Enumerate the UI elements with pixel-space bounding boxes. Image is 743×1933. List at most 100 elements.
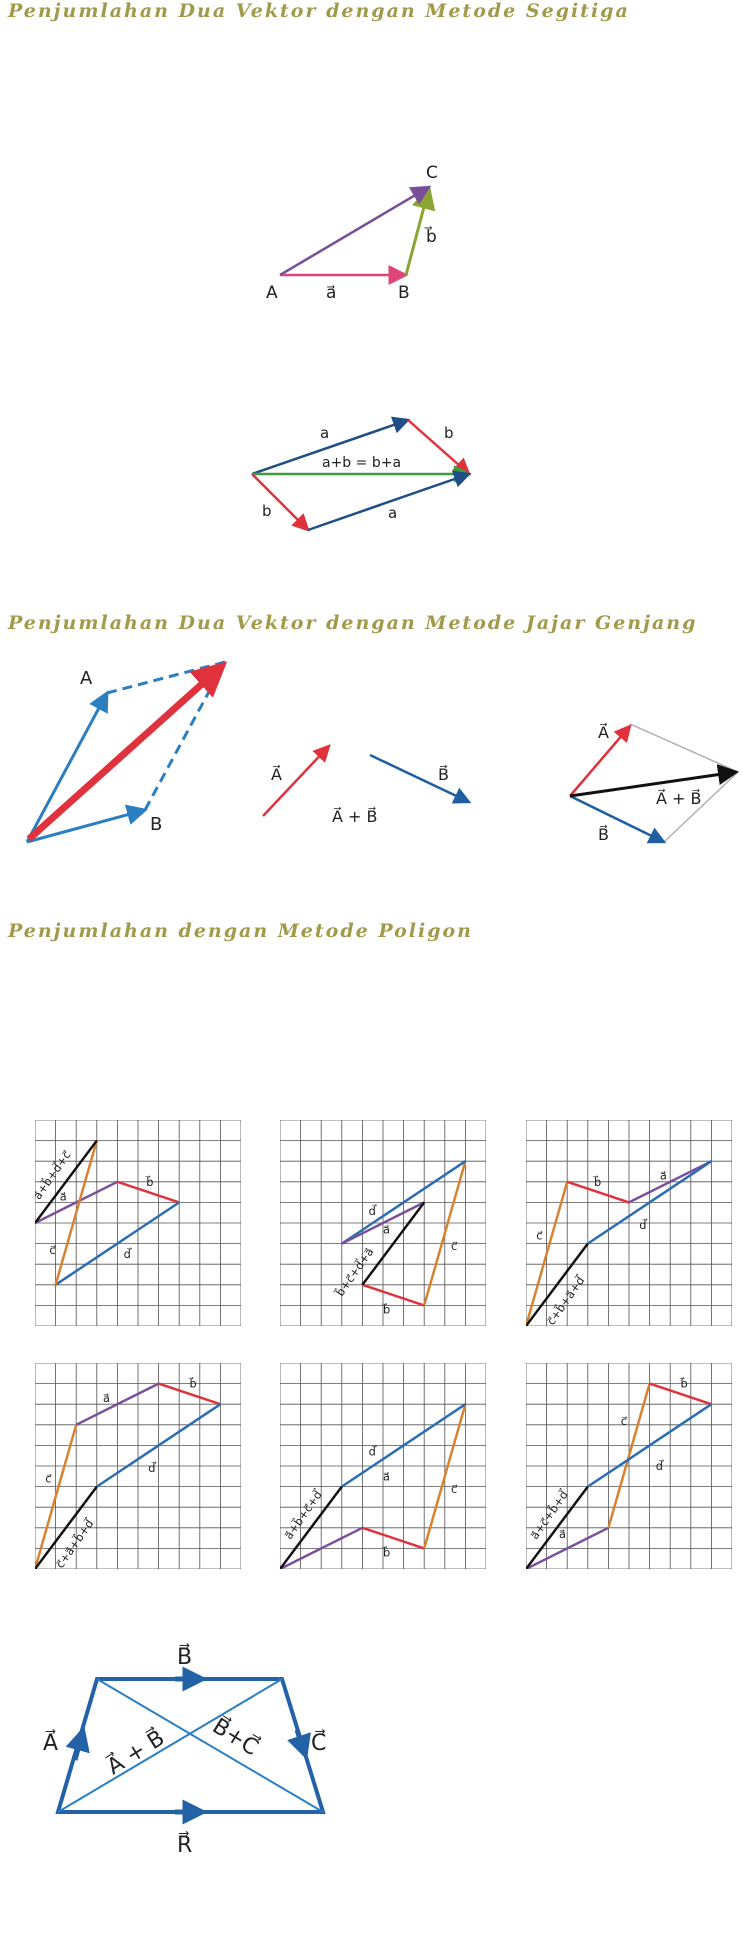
vector-sum: [35, 1139, 98, 1224]
label-bottom-b: b: [262, 502, 272, 520]
dashed-right: [143, 661, 227, 811]
label-bottom-a: a: [388, 504, 397, 522]
commutative-figure: a b a+b = b+a b a: [251, 416, 472, 532]
vector-sum: [526, 1485, 589, 1569]
grid-figure-2: b⃗+c⃗+d⃗+a⃗ a⃗ b⃗ c⃗ d⃗: [280, 1120, 486, 1326]
label-b: b⃗: [592, 1175, 601, 1189]
label-d: d⃗: [656, 1459, 664, 1473]
arrow-a: [65, 1725, 90, 1761]
arrow-c: [287, 1729, 311, 1760]
label-sum: c⃗+a⃗+b⃗+d⃗: [53, 1516, 97, 1569]
label-c: c⃗: [621, 1414, 628, 1428]
label-c: c⃗: [536, 1228, 543, 1242]
vector-b: [362, 1283, 425, 1307]
vector-a: [25, 690, 109, 843]
label-b: b⃗: [381, 1546, 390, 1560]
grid-figure-4: c⃗+a⃗+b⃗+d⃗ a⃗ b⃗ c⃗ d⃗: [35, 1363, 241, 1569]
label-d: d⃗: [148, 1461, 156, 1475]
vector-c: [54, 1140, 98, 1286]
label-a: A: [80, 668, 93, 689]
label-equation: a+b = b+a: [322, 455, 401, 471]
grid-lines: [280, 1363, 486, 1569]
vector-a: [280, 1526, 363, 1569]
label-c: C⃗: [311, 1729, 326, 1756]
vector-d: [341, 1160, 467, 1245]
label-a: a⃗: [383, 1469, 390, 1483]
vector-d: [341, 1403, 467, 1488]
label-a: a⃗: [559, 1527, 566, 1541]
section-title-triangle: Penjumlahan Dua Vektor dengan Metode Seg…: [8, 0, 630, 22]
vector-b: [569, 794, 667, 844]
vector-sum: [35, 1485, 98, 1569]
section-title-parallelogram: Penjumlahan Dua Vektor dengan Metode Jaj…: [8, 612, 698, 634]
label-sum: a⃗+b⃗+d⃗+c⃗: [35, 1148, 74, 1202]
vector-d: [54, 1201, 180, 1286]
vector-b-top: [407, 419, 471, 476]
grid-figure-6: a⃗+c⃗+b⃗+d⃗ a⃗ b⃗ c⃗ d⃗: [526, 1363, 732, 1569]
grid-figure-5: a⃗+b⃗+c⃗+d⃗ a⃗ b⃗ c⃗ d⃗: [280, 1363, 486, 1569]
parallelogram-figure-c: A⃗ A⃗ + B⃗ B⃗: [569, 722, 739, 844]
vector-a-bottom: [307, 470, 472, 532]
diagonal-ab: [57, 1678, 283, 1813]
parallelogram-figure-a: A B: [25, 660, 228, 844]
vector-b: [362, 1526, 425, 1550]
label-a: a⃗: [660, 1169, 667, 1183]
label-sum: a⃗+b⃗+c⃗+d⃗: [281, 1487, 325, 1542]
resultant-arrow: [279, 185, 432, 277]
label-sum: A⃗ + B⃗: [656, 788, 702, 808]
label-b: B⃗: [177, 1643, 192, 1670]
vector-a: [569, 724, 632, 797]
triangle-method-figure: A a⃗ B C b⃗: [266, 163, 438, 303]
label-c: c⃗: [45, 1471, 52, 1485]
vector-sum: [280, 1485, 343, 1569]
label-vector-b: b⃗: [425, 225, 437, 247]
grid-figure-1: a⃗+b⃗+d⃗+c⃗ a⃗ b⃗ c⃗ d⃗: [35, 1120, 241, 1326]
vector-a: [526, 1526, 609, 1569]
label-a-plus-b: A⃗ + B⃗: [102, 1724, 169, 1780]
label-a: a⃗: [103, 1391, 110, 1405]
label-b: b⃗: [679, 1377, 688, 1391]
vector-d: [587, 1403, 713, 1488]
grid-figure-3: c⃗+b⃗+a⃗+d⃗ a⃗ b⃗ c⃗ d⃗: [526, 1120, 732, 1326]
grid-lines: [526, 1363, 732, 1569]
label-point-c: C: [426, 163, 438, 183]
vector-c: [423, 1160, 467, 1306]
vector-a: [341, 1201, 425, 1245]
vector-a: [75, 1382, 160, 1426]
resultant-arrow: [569, 764, 739, 798]
label-c: c⃗: [451, 1482, 458, 1496]
label-b: B⃗: [598, 824, 609, 844]
vector-c: [526, 1181, 569, 1326]
grid-lines: [526, 1120, 732, 1326]
label-a: A⃗: [271, 764, 282, 784]
resultant-arrow: [26, 661, 228, 842]
grid-lines: [35, 1120, 241, 1326]
vector-b-bottom: [251, 473, 310, 532]
section-title-polygon: Penjumlahan dengan Metode Poligon: [8, 920, 473, 942]
label-top-a: a: [320, 424, 329, 442]
label-vector-a: a⃗: [326, 283, 336, 303]
label-sum: b⃗+c⃗+d⃗+a⃗: [332, 1245, 377, 1300]
vector-b: [26, 804, 148, 844]
vector-b: [566, 1180, 630, 1204]
vector-sum: [361, 1201, 426, 1286]
trapezoid-outline: [55, 1677, 326, 1814]
vector-b: [158, 1382, 221, 1406]
parallelogram-figure-b: A⃗ B⃗ A⃗ + B⃗: [262, 744, 472, 826]
label-sum: c⃗+b⃗+a⃗+d⃗: [544, 1273, 588, 1326]
vector-c: [35, 1424, 78, 1569]
label-a: A⃗: [598, 722, 609, 742]
vector-sum: [526, 1242, 589, 1326]
vector-b: [117, 1180, 180, 1204]
vector-c: [423, 1403, 467, 1549]
label-top-b: b: [444, 424, 454, 442]
label-d: d⃗: [639, 1218, 647, 1232]
label-point-a: A: [266, 283, 278, 303]
label-b-plus-c: B⃗+C⃗: [208, 1712, 264, 1761]
vector-a-top: [251, 416, 411, 476]
label-a: a⃗: [60, 1189, 67, 1203]
vector-b: [649, 1382, 712, 1406]
label-a: a⃗: [383, 1222, 390, 1236]
vector-b: [369, 753, 472, 804]
label-sum: A⃗ + B⃗: [332, 806, 378, 826]
